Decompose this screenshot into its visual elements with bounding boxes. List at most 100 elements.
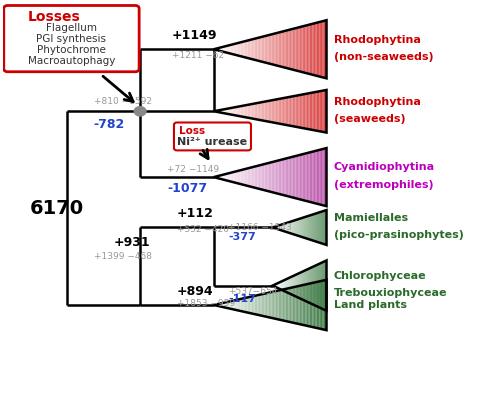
Text: +931: +931 <box>113 237 150 250</box>
Polygon shape <box>273 285 274 286</box>
Polygon shape <box>250 39 252 59</box>
Polygon shape <box>303 271 304 300</box>
Polygon shape <box>294 96 296 127</box>
Polygon shape <box>215 111 216 112</box>
Polygon shape <box>252 296 253 314</box>
Polygon shape <box>282 159 283 195</box>
Polygon shape <box>319 264 320 308</box>
Polygon shape <box>290 277 291 294</box>
Polygon shape <box>296 95 297 127</box>
Polygon shape <box>273 227 274 228</box>
Polygon shape <box>318 281 320 329</box>
Polygon shape <box>235 44 236 55</box>
Polygon shape <box>232 172 234 182</box>
Text: -377: -377 <box>228 232 256 242</box>
Polygon shape <box>311 283 312 327</box>
Polygon shape <box>282 281 284 291</box>
Polygon shape <box>321 281 322 329</box>
Polygon shape <box>290 222 291 233</box>
Polygon shape <box>314 23 315 75</box>
Polygon shape <box>246 40 248 58</box>
Polygon shape <box>242 169 244 185</box>
Polygon shape <box>239 170 240 184</box>
Polygon shape <box>236 43 238 55</box>
Polygon shape <box>321 149 322 205</box>
Polygon shape <box>238 107 239 116</box>
Polygon shape <box>244 298 246 312</box>
Polygon shape <box>238 43 239 56</box>
Polygon shape <box>322 149 324 206</box>
Text: Cyanidiophytina: Cyanidiophytina <box>334 162 435 173</box>
Polygon shape <box>299 273 300 298</box>
Polygon shape <box>296 286 297 323</box>
Polygon shape <box>250 296 252 314</box>
Polygon shape <box>304 26 306 73</box>
Polygon shape <box>300 285 301 325</box>
Polygon shape <box>254 39 256 60</box>
Text: (non-seaweeds): (non-seaweeds) <box>334 52 434 62</box>
Polygon shape <box>280 225 281 230</box>
Text: +1166 −1543: +1166 −1543 <box>228 223 292 232</box>
Polygon shape <box>290 157 292 197</box>
Polygon shape <box>260 37 262 62</box>
Polygon shape <box>306 94 307 129</box>
Polygon shape <box>297 95 298 127</box>
Polygon shape <box>312 215 313 241</box>
Polygon shape <box>268 163 270 192</box>
Polygon shape <box>240 170 242 184</box>
Polygon shape <box>238 171 239 184</box>
Polygon shape <box>300 219 301 237</box>
Polygon shape <box>291 277 292 294</box>
Polygon shape <box>324 261 325 310</box>
Polygon shape <box>216 304 218 306</box>
Polygon shape <box>311 24 312 75</box>
Polygon shape <box>244 169 246 185</box>
Polygon shape <box>321 211 322 243</box>
Polygon shape <box>278 99 280 124</box>
Text: Mamiellales: Mamiellales <box>334 213 408 223</box>
Polygon shape <box>322 21 324 77</box>
Polygon shape <box>224 46 225 52</box>
Polygon shape <box>303 217 304 237</box>
Polygon shape <box>240 106 242 117</box>
Polygon shape <box>312 267 313 305</box>
Polygon shape <box>314 151 315 203</box>
Polygon shape <box>218 176 220 178</box>
Polygon shape <box>274 33 276 65</box>
Polygon shape <box>262 294 263 316</box>
Text: PGI synthesis: PGI synthesis <box>36 34 106 44</box>
Polygon shape <box>299 219 300 236</box>
Polygon shape <box>270 162 272 192</box>
Polygon shape <box>302 154 304 200</box>
Polygon shape <box>242 42 244 57</box>
Polygon shape <box>242 298 244 312</box>
Polygon shape <box>283 98 284 125</box>
Text: (pico-prasinophytes): (pico-prasinophytes) <box>334 230 464 240</box>
Polygon shape <box>283 289 284 321</box>
Polygon shape <box>220 47 222 51</box>
Polygon shape <box>322 281 324 330</box>
Polygon shape <box>248 168 249 186</box>
Polygon shape <box>307 284 308 326</box>
Polygon shape <box>314 92 315 130</box>
Polygon shape <box>252 167 253 187</box>
Polygon shape <box>266 35 268 63</box>
Polygon shape <box>302 94 304 128</box>
Polygon shape <box>300 154 301 200</box>
Polygon shape <box>298 155 300 199</box>
Polygon shape <box>288 222 290 233</box>
Polygon shape <box>324 280 325 330</box>
Polygon shape <box>246 169 248 186</box>
Text: (extremophiles): (extremophiles) <box>334 180 434 190</box>
Text: Loss: Loss <box>180 126 206 136</box>
Polygon shape <box>321 91 322 132</box>
Polygon shape <box>268 101 270 122</box>
Text: +1211 −62: +1211 −62 <box>172 51 224 60</box>
Text: Land plants: Land plants <box>334 300 407 310</box>
Polygon shape <box>277 99 278 123</box>
Polygon shape <box>276 283 278 288</box>
Polygon shape <box>297 155 298 199</box>
Polygon shape <box>287 97 288 125</box>
Polygon shape <box>270 292 272 318</box>
Polygon shape <box>304 270 305 301</box>
